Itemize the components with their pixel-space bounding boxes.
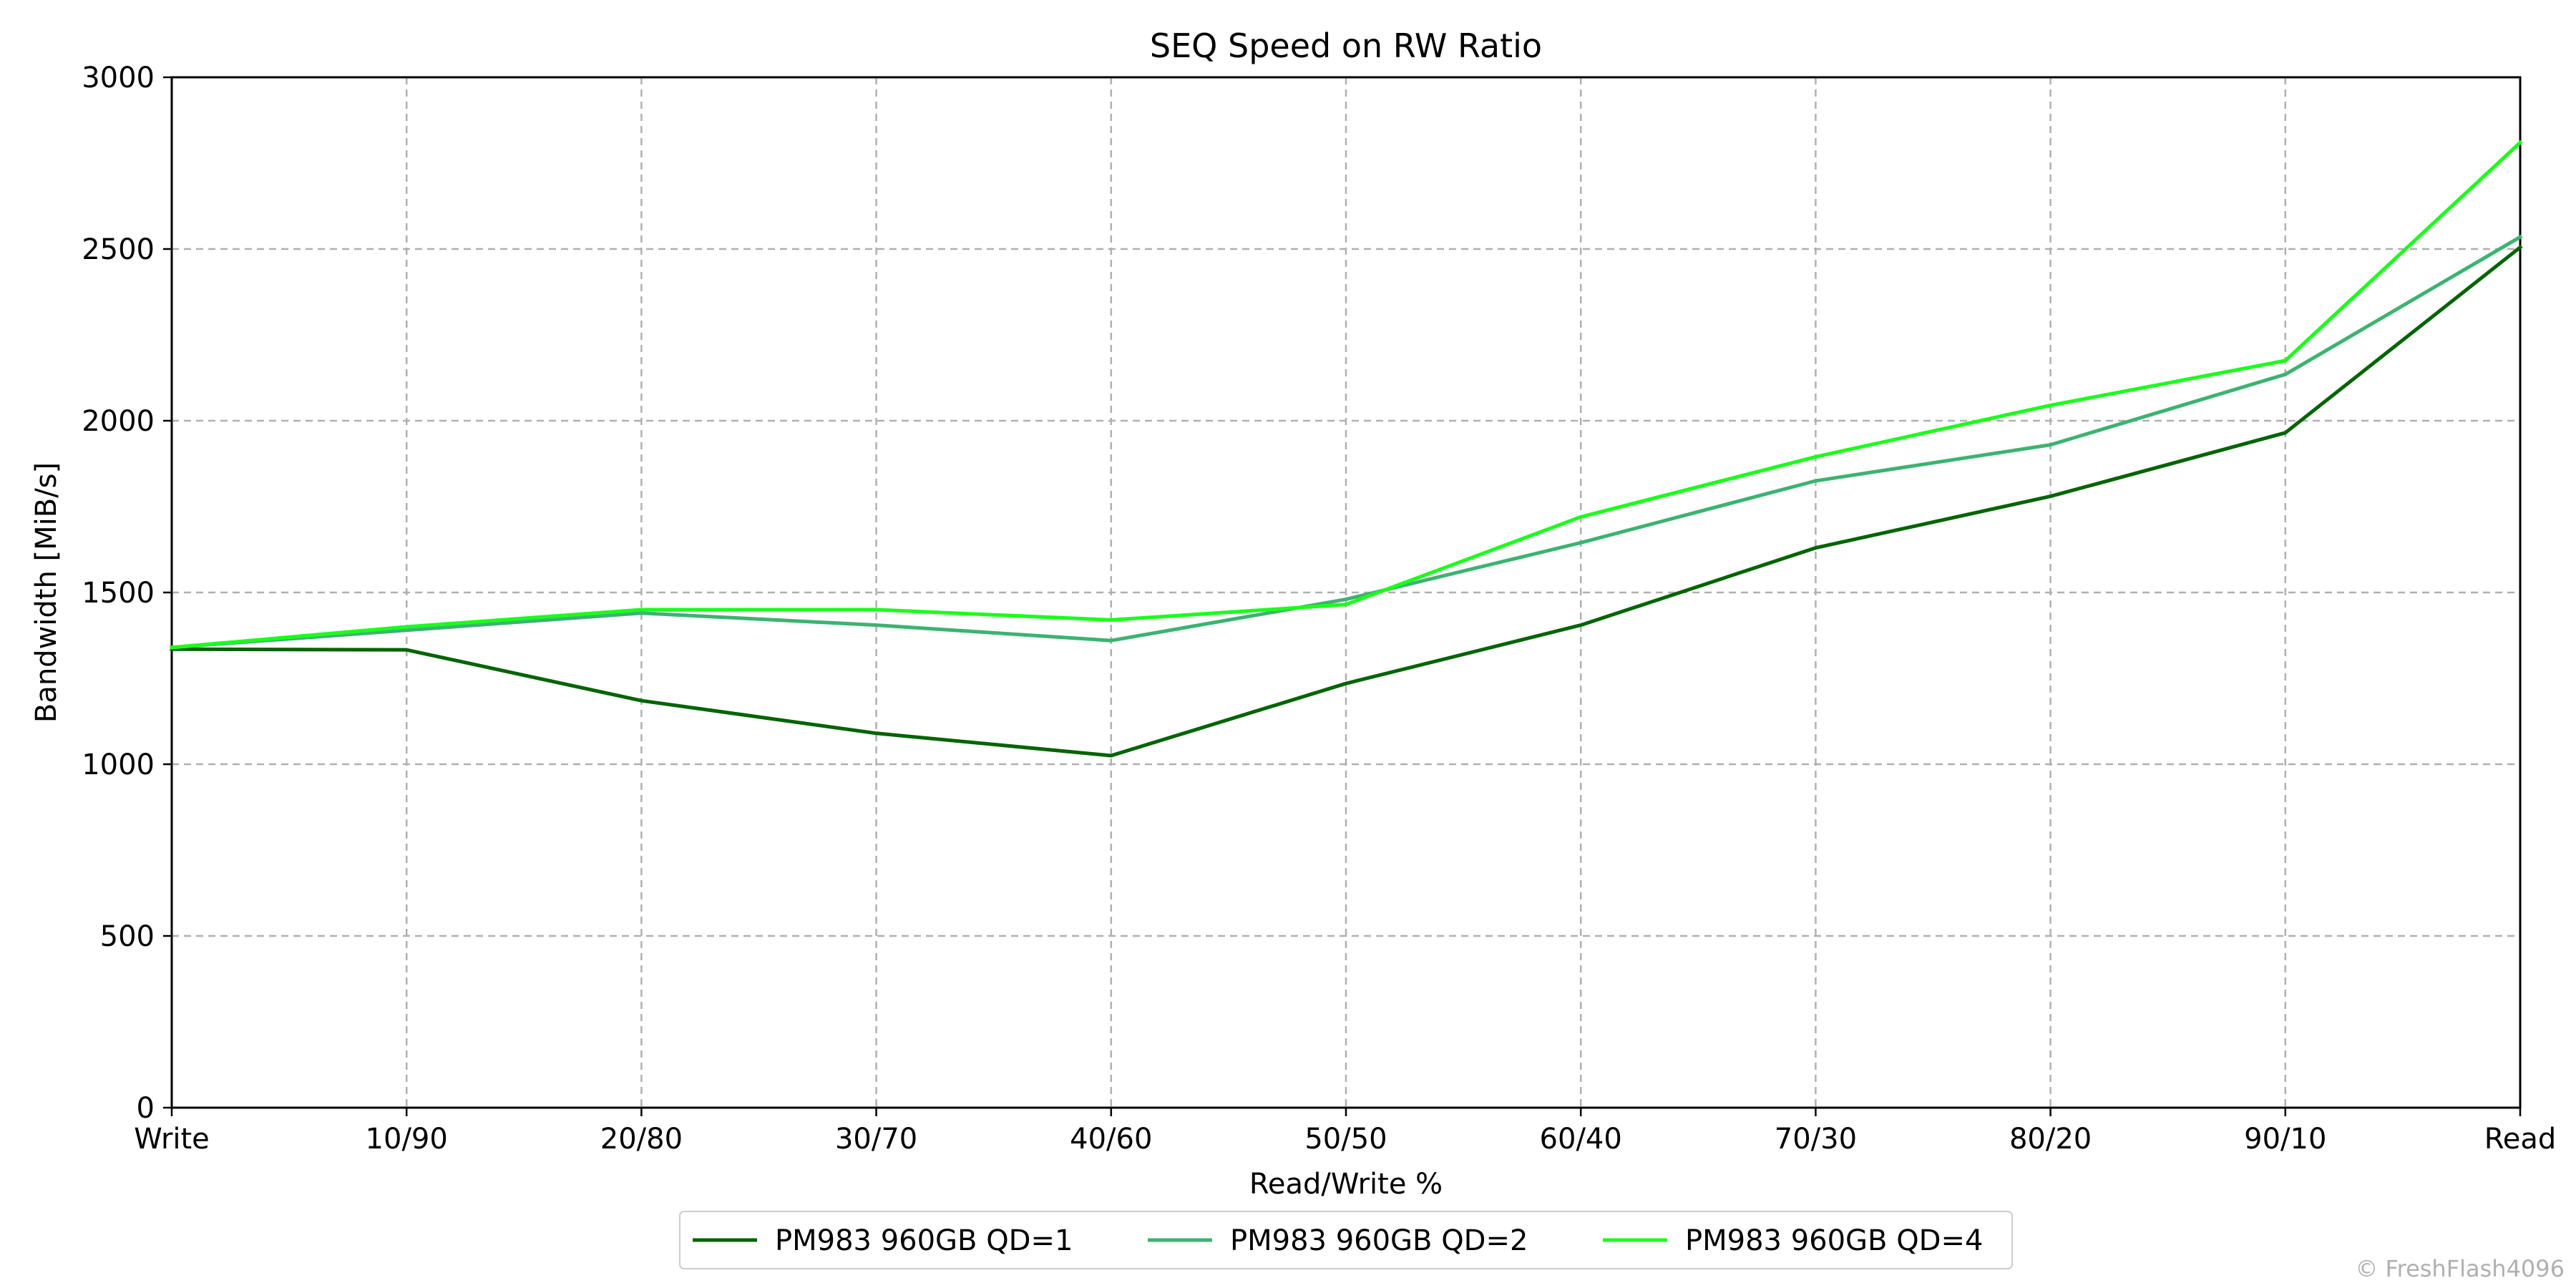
chart-title: SEQ Speed on RW Ratio bbox=[1150, 26, 1542, 65]
x-tick-label: 10/90 bbox=[366, 1123, 448, 1156]
y-tick-label: 2000 bbox=[82, 405, 155, 438]
legend-label: PM983 960GB QD=1 bbox=[775, 1224, 1073, 1257]
x-tick-label: 80/20 bbox=[2009, 1123, 2092, 1156]
x-tick-label: 50/50 bbox=[1304, 1123, 1387, 1156]
series-line-qd1 bbox=[170, 245, 2523, 758]
y-tick-label: 500 bbox=[100, 920, 155, 953]
y-tick-label: 0 bbox=[137, 1092, 155, 1125]
x-tick-label: 30/70 bbox=[835, 1123, 917, 1156]
y-tick-label: 2500 bbox=[82, 233, 155, 266]
x-tick-label: Read bbox=[2484, 1123, 2557, 1156]
y-tick-label: 1500 bbox=[82, 577, 155, 610]
x-tick-label: 60/40 bbox=[1540, 1123, 1622, 1156]
y-axis-label: Bandwidth [MiB/s] bbox=[30, 462, 63, 723]
series-line-qd2 bbox=[170, 234, 2523, 650]
legend: PM983 960GB QD=1 PM983 960GB QD=2 PM983 96… bbox=[679, 1211, 2013, 1269]
series-lines bbox=[170, 140, 2523, 758]
x-tick-label: 90/10 bbox=[2244, 1123, 2326, 1156]
series-line-qd4 bbox=[170, 140, 2523, 650]
watermark: © FreshFlash4096 bbox=[2355, 1255, 2565, 1282]
legend-label: PM983 960GB QD=2 bbox=[1230, 1224, 1528, 1257]
x-tick-label: Write bbox=[134, 1123, 210, 1156]
x-tick-label: 40/60 bbox=[1070, 1123, 1152, 1156]
y-tick-label: 1000 bbox=[82, 748, 155, 781]
x-tick-label: 20/80 bbox=[600, 1123, 683, 1156]
y-axis-ticks: 0 500 1000 1500 2000 2500 3000 bbox=[82, 62, 172, 1125]
legend-label: PM983 960GB QD=4 bbox=[1685, 1224, 1983, 1257]
x-axis-label: Read/Write % bbox=[1249, 1168, 1443, 1201]
y-tick-label: 3000 bbox=[82, 62, 155, 94]
grid-lines bbox=[172, 77, 2520, 1108]
x-tick-label: 70/30 bbox=[1775, 1123, 1857, 1156]
x-axis-ticks: Write 10/90 20/80 30/70 40/60 50/50 60/40 70/30… bbox=[134, 1108, 2556, 1156]
legend-box bbox=[679, 1211, 2013, 1269]
